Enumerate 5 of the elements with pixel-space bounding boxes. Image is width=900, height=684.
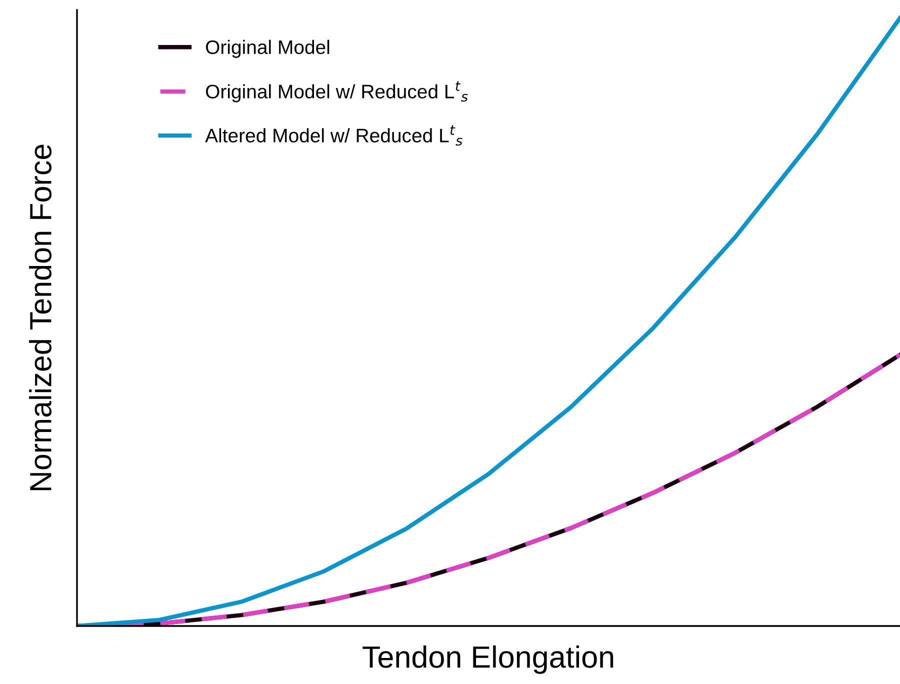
x-axis-title: Tendon Elongation [362, 645, 614, 674]
legend-label: Altered Model w/ Reduced L$^{t}$$_{s}$ [205, 125, 462, 146]
legend-label: Original Model [206, 40, 330, 58]
y-axis-title: Normalized Tendon Force [29, 144, 52, 490]
legend-label: Original Model w/ Reduced L$^{t}$$_{s}$ [206, 81, 468, 102]
